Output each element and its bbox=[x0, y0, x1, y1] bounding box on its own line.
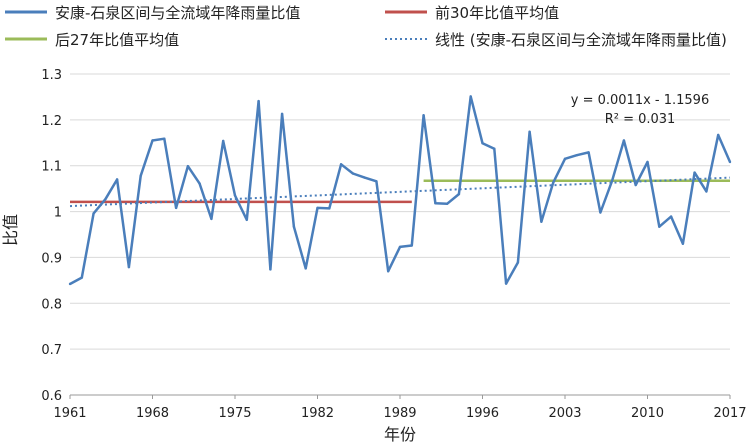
ratio-data-point bbox=[717, 133, 720, 137]
legend-label: 线性 (安康-石泉区间与全流域年降雨量比值) bbox=[435, 31, 727, 49]
x-tick-label: 2010 bbox=[631, 406, 664, 421]
ratio-data-point bbox=[658, 225, 661, 228]
ratio-data-point bbox=[563, 157, 567, 160]
ratio-data-point bbox=[445, 202, 449, 205]
ratio-data-point bbox=[493, 147, 496, 150]
ratio-data-point bbox=[351, 172, 355, 175]
ratio-data-point bbox=[422, 114, 425, 117]
equation-annotation: y = 0.0011x - 1.1596 bbox=[571, 93, 709, 108]
r-squared-annotation: R² = 0.031 bbox=[605, 112, 676, 127]
ratio-data-point bbox=[599, 211, 602, 214]
ratio-data-point bbox=[280, 112, 284, 116]
ratio-data-point bbox=[434, 202, 437, 205]
ratio-data-point bbox=[151, 139, 154, 142]
ratio-data-point bbox=[328, 207, 331, 210]
ratio-data-point bbox=[269, 268, 272, 271]
ratio-data-point bbox=[222, 139, 225, 143]
ratio-data-point bbox=[469, 95, 472, 98]
y-tick-label: 0.6 bbox=[41, 389, 62, 404]
x-tick-label: 2003 bbox=[548, 406, 581, 421]
ratio-data-point bbox=[540, 220, 543, 223]
x-tick-label: 1961 bbox=[53, 406, 86, 421]
y-axis-ticks: 0.6 0.7 0.8 0.9 1 1.1 1.2 1.3 bbox=[41, 68, 62, 404]
ratio-data-point bbox=[516, 261, 520, 264]
y-tick-label: 0.8 bbox=[41, 297, 62, 312]
legend-label: 安康-石泉区间与全流域年降雨量比值 bbox=[55, 4, 300, 22]
ratio-data-point bbox=[363, 176, 366, 179]
x-axis-ticks: 1961 1968 1975 1982 1989 1996 2003 2010 2017 bbox=[53, 395, 747, 421]
x-tick-label: 1982 bbox=[301, 406, 334, 421]
x-tick-label: 1968 bbox=[136, 406, 169, 421]
ratio-data-point bbox=[292, 225, 296, 228]
ratio-data-point bbox=[705, 190, 708, 193]
x-tick-label: 1996 bbox=[466, 406, 499, 421]
ratio-data-point bbox=[457, 192, 461, 196]
ratio-data-point bbox=[115, 178, 119, 181]
x-tick-label: 2017 bbox=[713, 406, 746, 421]
x-axis-label: 年份 bbox=[384, 425, 416, 444]
y-tick-label: 1.3 bbox=[41, 68, 62, 83]
ratio-data-point bbox=[410, 244, 413, 247]
y-axis-label: 比值 bbox=[1, 214, 20, 246]
ratio-data-point bbox=[646, 160, 649, 164]
ratio-data-point bbox=[316, 206, 319, 210]
legend-label: 后27年比值平均值 bbox=[55, 31, 179, 49]
ratio-data-point bbox=[387, 270, 390, 273]
ratio-data-point bbox=[139, 174, 142, 177]
ratio-data-point bbox=[587, 151, 590, 154]
ratio-data-point bbox=[198, 182, 201, 185]
ratio-data-point bbox=[693, 171, 696, 174]
ratio-data-point bbox=[669, 215, 673, 218]
ratio-data-point bbox=[681, 242, 685, 245]
linear-trendline bbox=[69, 176, 731, 208]
ratio-data-point bbox=[575, 154, 578, 157]
ratio-data-point bbox=[728, 160, 732, 164]
y-tick-label: 0.7 bbox=[41, 343, 62, 358]
ratio-data-point bbox=[233, 194, 237, 197]
ratio-data-point bbox=[68, 282, 72, 286]
ratio-data-point bbox=[186, 165, 190, 168]
x-tick-label: 1989 bbox=[383, 406, 416, 421]
ratio-data-point bbox=[104, 198, 107, 201]
ratio-data-point bbox=[622, 139, 626, 142]
y-tick-label: 1.2 bbox=[41, 114, 62, 129]
ratio-data-point bbox=[163, 137, 166, 140]
legend-label: 前30年比值平均值 bbox=[435, 4, 559, 22]
y-tick-label: 1 bbox=[54, 206, 62, 221]
y-tick-label: 0.9 bbox=[41, 251, 62, 266]
y-tick-label: 1.1 bbox=[41, 160, 62, 175]
ratio-data-point bbox=[304, 267, 307, 270]
ratio-data-point bbox=[245, 218, 248, 221]
ratio-data-point bbox=[528, 130, 531, 133]
plot-area bbox=[68, 95, 732, 286]
x-tick-label: 1975 bbox=[218, 406, 251, 421]
ratio-data-point bbox=[610, 179, 614, 182]
ratio-data-point bbox=[92, 212, 95, 215]
ratio-data-point bbox=[210, 217, 213, 221]
ratio-data-point bbox=[257, 99, 260, 103]
gridlines bbox=[70, 73, 730, 350]
ratio-data-point bbox=[80, 276, 84, 279]
ratio-data-point bbox=[481, 142, 484, 145]
ratio-data-point bbox=[375, 180, 378, 183]
ratio-data-point bbox=[398, 245, 402, 249]
ratio-data-point bbox=[552, 181, 555, 184]
ratio-data-point bbox=[174, 206, 178, 210]
ratio-data-point bbox=[634, 183, 637, 187]
ratio-data-point bbox=[504, 282, 508, 285]
ratio-data-point bbox=[127, 265, 131, 269]
ratio-data-point bbox=[339, 163, 343, 166]
